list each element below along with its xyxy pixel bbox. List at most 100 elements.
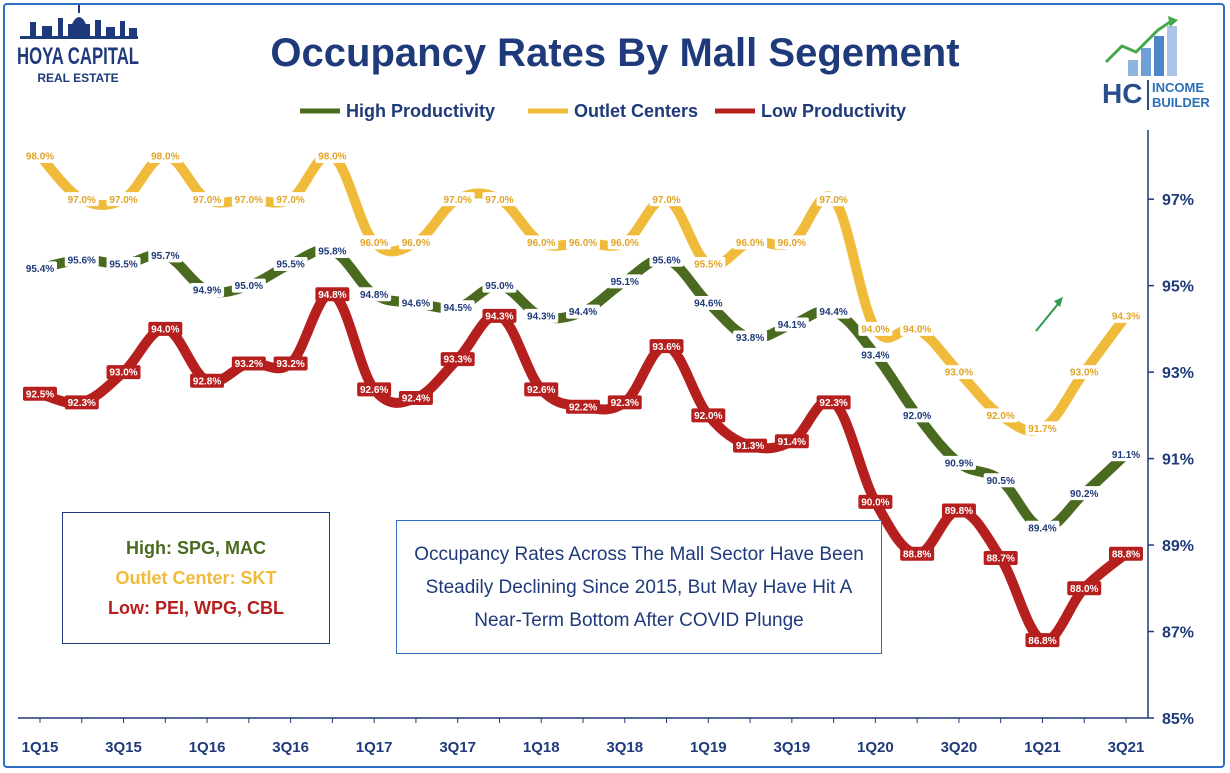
logo-line-1: INCOME (1152, 80, 1204, 95)
data-label: 96.0% (736, 238, 764, 249)
data-point-high-productivity: 94.4% (566, 304, 600, 319)
data-point-high-productivity: 94.4% (816, 304, 851, 319)
data-label: 93.0% (1070, 368, 1098, 379)
y-tick-label: 95% (1162, 279, 1194, 296)
data-label: 90.0% (861, 497, 889, 508)
data-point-high-productivity: 95.4% (23, 261, 57, 276)
data-point-high-productivity: 95.6% (64, 252, 99, 267)
data-label: 96.0% (360, 238, 388, 249)
legend-label: Low Productivity (761, 101, 906, 121)
x-tick-label: 3Q17 (439, 739, 476, 756)
x-tick-label: 1Q17 (356, 739, 393, 756)
data-label: 88.0% (1070, 584, 1098, 595)
data-point-low-productivity: 92.6% (357, 382, 392, 397)
data-point-outlet-centers: 97.0% (106, 192, 141, 207)
data-label: 95.0% (235, 281, 263, 292)
data-point-outlet-centers: 97.0% (231, 192, 266, 207)
data-label: 96.0% (569, 238, 597, 249)
data-point-outlet-centers: 96.0% (733, 235, 768, 250)
data-label: 91.4% (778, 437, 806, 448)
data-point-high-productivity: 89.4% (1025, 520, 1060, 535)
data-label: 94.8% (360, 290, 388, 301)
segment-companies-box: High: SPG, MAC Outlet Center: SKT Low: P… (62, 512, 330, 644)
data-label: 94.6% (402, 299, 430, 310)
annotation-box: Occupancy Rates Across The Mall Sector H… (396, 520, 882, 654)
data-point-high-productivity: 94.8% (357, 287, 392, 302)
y-tick-label: 91% (1162, 452, 1194, 469)
data-label: 94.6% (694, 299, 722, 310)
y-tick-label: 97% (1162, 192, 1194, 209)
up-arrow-icon (1035, 297, 1063, 332)
data-point-outlet-centers: 97.0% (190, 192, 225, 207)
data-point-low-productivity: 91.3% (733, 438, 768, 453)
data-point-outlet-centers: 97.0% (273, 192, 308, 207)
data-label: 92.3% (611, 398, 639, 409)
x-tick-label: 3Q16 (272, 739, 309, 756)
data-label: 93.8% (736, 333, 764, 344)
data-label: 98.0% (318, 152, 346, 163)
data-point-low-productivity: 92.8% (190, 373, 225, 388)
data-label: 90.2% (1070, 489, 1098, 500)
data-label: 89.4% (1028, 523, 1056, 534)
data-point-outlet-centers: 96.0% (357, 235, 392, 250)
data-label: 92.3% (819, 398, 847, 409)
data-label: 90.9% (945, 459, 973, 470)
data-labels-layer: 95.4% 95.6% 95.5% 95.7% 94.9% 95.0% 95.5% 95.8%… (23, 148, 1143, 648)
data-point-outlet-centers: 91.7% (1025, 421, 1060, 436)
data-point-low-productivity: 92.3% (64, 395, 99, 410)
data-point-low-productivity: 94.8% (315, 287, 350, 302)
x-tick-label: 1Q16 (189, 739, 226, 756)
data-label: 92.6% (360, 385, 388, 396)
data-label: 93.4% (861, 350, 889, 361)
data-point-low-productivity: 92.0% (691, 408, 726, 423)
data-label: 96.0% (611, 238, 639, 249)
data-point-high-productivity: 94.3% (524, 308, 559, 323)
data-point-low-productivity: 92.6% (524, 382, 559, 397)
data-label: 97.0% (68, 195, 96, 206)
data-label: 93.3% (444, 355, 472, 366)
data-point-outlet-centers: 98.0% (315, 148, 350, 163)
data-label: 95.4% (26, 264, 54, 275)
data-label: 95.5% (694, 260, 722, 271)
data-point-high-productivity: 95.0% (482, 278, 517, 293)
data-point-low-productivity: 92.5% (23, 386, 57, 401)
data-label: 89.8% (945, 506, 973, 517)
x-tick-label: 1Q19 (690, 739, 727, 756)
data-label: 93.2% (276, 359, 304, 370)
data-point-low-productivity: 92.3% (816, 395, 851, 410)
high-companies-text: High: SPG, MAC (126, 538, 266, 558)
data-point-high-productivity: 91.1% (1109, 447, 1143, 462)
data-label: 97.0% (109, 195, 137, 206)
chart-title: Occupancy Rates By Mall Segement (270, 31, 959, 75)
data-point-low-productivity: 90.0% (858, 494, 893, 509)
data-label: 97.0% (193, 195, 221, 206)
data-label: 94.0% (903, 324, 931, 335)
data-point-high-productivity: 90.2% (1067, 486, 1102, 501)
x-tick-label: 1Q18 (523, 739, 560, 756)
data-label: 92.4% (402, 394, 430, 405)
data-label: 88.8% (1112, 549, 1140, 560)
data-point-low-productivity: 93.2% (273, 356, 308, 371)
x-tick-label: 3Q15 (105, 739, 142, 756)
data-point-high-productivity: 95.5% (106, 257, 141, 272)
data-label: 92.6% (527, 385, 555, 396)
data-label: 96.0% (778, 238, 806, 249)
data-label: 93.6% (652, 342, 680, 353)
x-tick-label: 1Q20 (857, 739, 894, 756)
data-label: 96.0% (527, 238, 555, 249)
data-point-low-productivity: 93.2% (231, 356, 266, 371)
data-point-outlet-centers: 94.3% (1109, 308, 1143, 323)
data-label: 88.8% (903, 549, 931, 560)
y-tick-label: 89% (1162, 538, 1194, 555)
data-point-outlet-centers: 94.0% (858, 321, 893, 336)
y-tick-label: 93% (1162, 365, 1194, 382)
data-label: 92.2% (569, 402, 597, 413)
data-point-low-productivity: 92.2% (566, 399, 600, 414)
data-point-high-productivity: 94.6% (691, 295, 726, 310)
x-tick-label: 3Q20 (941, 739, 978, 756)
data-point-high-productivity: 95.0% (231, 278, 266, 293)
data-label: 92.8% (193, 376, 221, 387)
legend-label: Outlet Centers (574, 101, 698, 121)
data-point-low-productivity: 86.8% (1025, 633, 1060, 648)
data-label: 97.0% (652, 195, 680, 206)
